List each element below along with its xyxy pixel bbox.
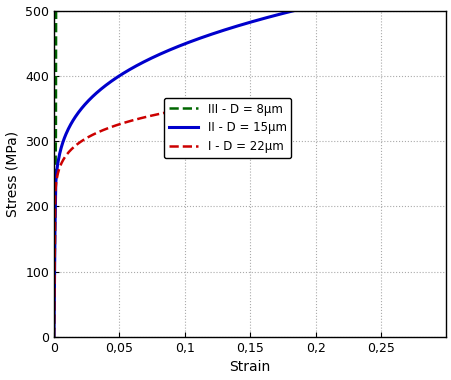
Legend: III - D = 8μm, II - D = 15μm, I - D = 22μm: III - D = 8μm, II - D = 15μm, I - D = 22…	[164, 98, 291, 158]
II - D = 15μm	[142, 59, 147, 64]
I - D = 22μm	[51, 335, 56, 339]
I - D = 22μm	[91, 132, 96, 137]
Line: I - D = 22μm: I - D = 22μm	[54, 103, 224, 337]
Y-axis label: Stress (MPa): Stress (MPa)	[5, 131, 19, 217]
I - D = 22μm	[148, 114, 153, 118]
I - D = 22μm	[55, 170, 61, 174]
I - D = 22μm	[221, 100, 226, 105]
I - D = 22μm	[128, 119, 133, 123]
Line: II - D = 15μm: II - D = 15μm	[54, 0, 446, 337]
II - D = 15μm	[60, 140, 65, 145]
II - D = 15μm	[51, 335, 56, 339]
Line: III - D = 8μm: III - D = 8μm	[54, 0, 224, 337]
II - D = 15μm	[227, 26, 233, 30]
II - D = 15μm	[275, 13, 280, 17]
X-axis label: Strain: Strain	[229, 361, 270, 374]
III - D = 8μm	[51, 335, 56, 339]
II - D = 15μm	[303, 5, 308, 10]
I - D = 22μm	[160, 111, 166, 116]
I - D = 22μm	[199, 104, 204, 108]
